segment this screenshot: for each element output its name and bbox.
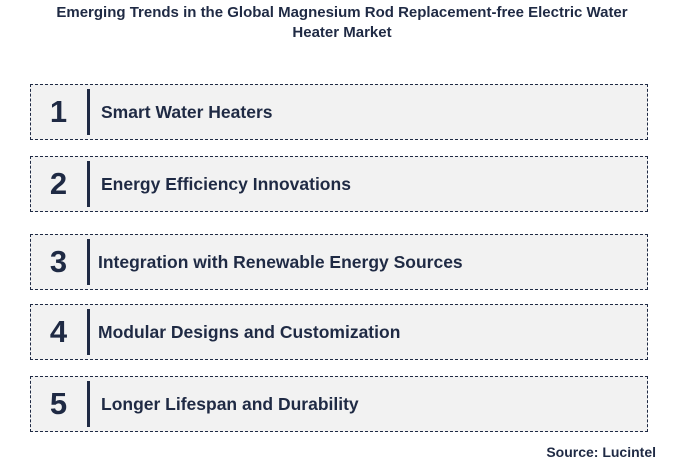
diagram-title: Emerging Trends in the Global Magnesium … [0, 3, 684, 43]
trend-divider [87, 381, 90, 427]
trend-number: 1 [49, 94, 68, 129]
title-line-1: Emerging Trends in the Global Magnesium … [56, 4, 628, 21]
trend-item-2: 2 Energy Efficiency Innovations [30, 156, 648, 212]
trend-item-3: 3 Integration with Renewable Energy Sour… [30, 234, 648, 290]
trend-label: Longer Lifespan and Durability [101, 393, 359, 414]
trend-divider [87, 89, 90, 135]
trend-divider [87, 161, 90, 207]
trend-label: Smart Water Heaters [101, 101, 273, 122]
trend-number: 3 [49, 244, 68, 279]
title-line-2: Heater Market [292, 24, 392, 41]
trend-item-5: 5 Longer Lifespan and Durability [30, 376, 648, 432]
trend-number: 4 [49, 314, 68, 349]
trend-label: Modular Designs and Customization [98, 321, 401, 342]
trend-item-1: 1 Smart Water Heaters [30, 84, 648, 140]
trend-label: Integration with Renewable Energy Source… [98, 251, 463, 272]
trend-label: Energy Efficiency Innovations [101, 173, 351, 194]
trend-number: 5 [49, 386, 68, 421]
trend-item-4: 4 Modular Designs and Customization [30, 304, 648, 360]
trend-divider [87, 239, 90, 285]
trend-divider [87, 309, 90, 355]
trend-number: 2 [49, 166, 68, 201]
source-note: Source: Lucintel [546, 444, 656, 460]
